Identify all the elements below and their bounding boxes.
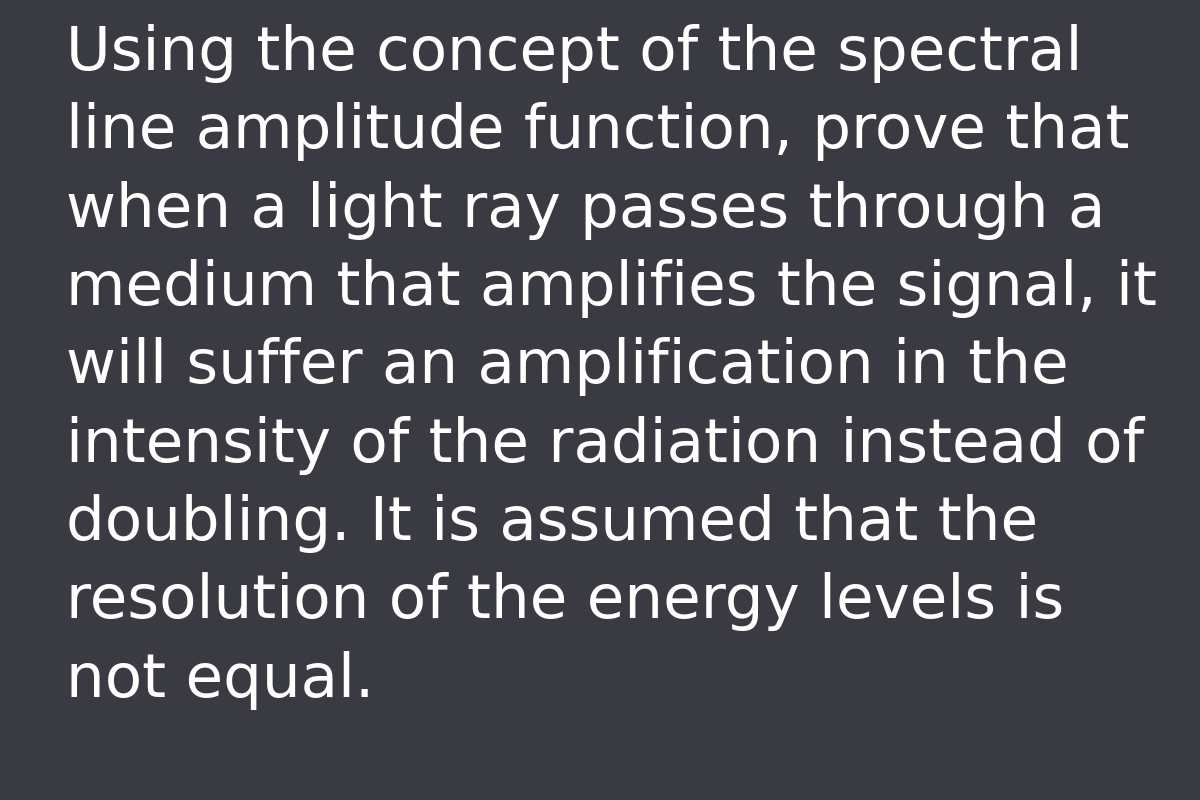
Text: Using the concept of the spectral
line amplitude function, prove that
when a lig: Using the concept of the spectral line a…: [66, 24, 1157, 710]
